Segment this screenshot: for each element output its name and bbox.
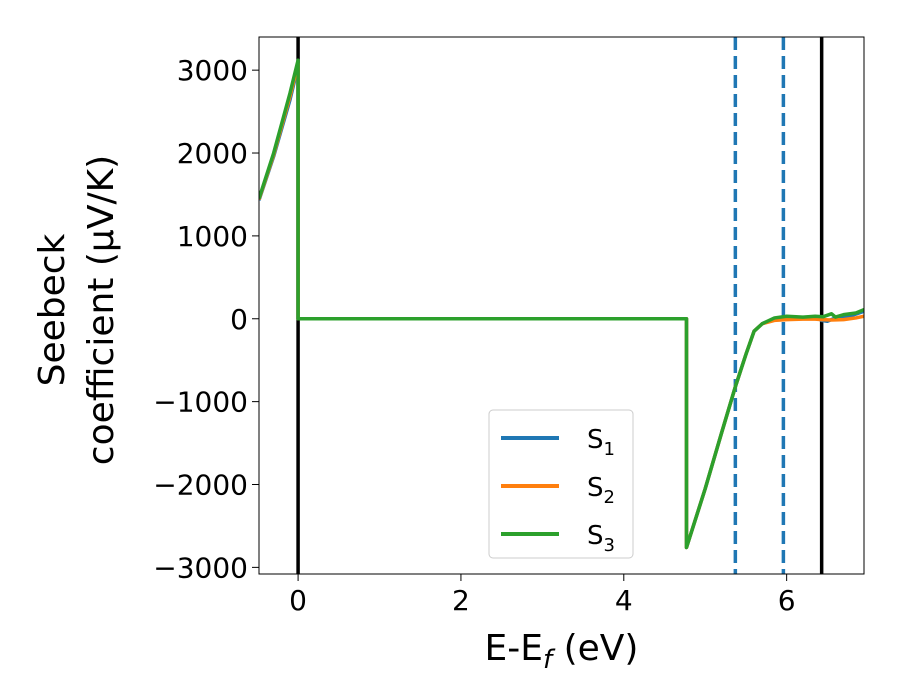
legend: S1 S2 S3 — [488, 409, 634, 559]
y-tick-label-2: −1000 — [153, 386, 248, 419]
legend-label-3: S3 — [587, 521, 615, 556]
x-tick-label-3: 6 — [778, 584, 796, 617]
y-tick-label-0: −3000 — [153, 551, 248, 584]
legend-box — [488, 409, 634, 559]
series-lines — [259, 58, 864, 550]
x-axis: 0 2 4 6 — [289, 574, 796, 617]
plot-frame — [258, 36, 865, 575]
y-tick-label-5: 2000 — [177, 137, 248, 170]
legend-label-1: S1 — [587, 425, 615, 460]
x-tick-label-2: 4 — [615, 584, 633, 617]
y-axis-label: Seebeck coefficient (μV/K) — [32, 155, 122, 465]
x-axis-label: E-Ef (eV) — [485, 628, 639, 675]
series-line-3 — [259, 58, 864, 550]
y-axis-label-line1: Seebeck — [32, 233, 73, 386]
y-tick-label-1: −2000 — [153, 469, 248, 502]
x-tick-label-0: 0 — [289, 584, 307, 617]
y-tick-label-3: 0 — [230, 303, 248, 336]
legend-label-2: S2 — [587, 473, 615, 508]
y-axis: −3000 −2000 −1000 0 1000 2000 3000 — [153, 54, 259, 584]
x-tick-label-1: 2 — [452, 584, 470, 617]
y-tick-label-4: 1000 — [177, 220, 248, 253]
y-axis-label-line2: coefficient (μV/K) — [81, 155, 122, 465]
y-tick-label-6: 3000 — [177, 54, 248, 87]
